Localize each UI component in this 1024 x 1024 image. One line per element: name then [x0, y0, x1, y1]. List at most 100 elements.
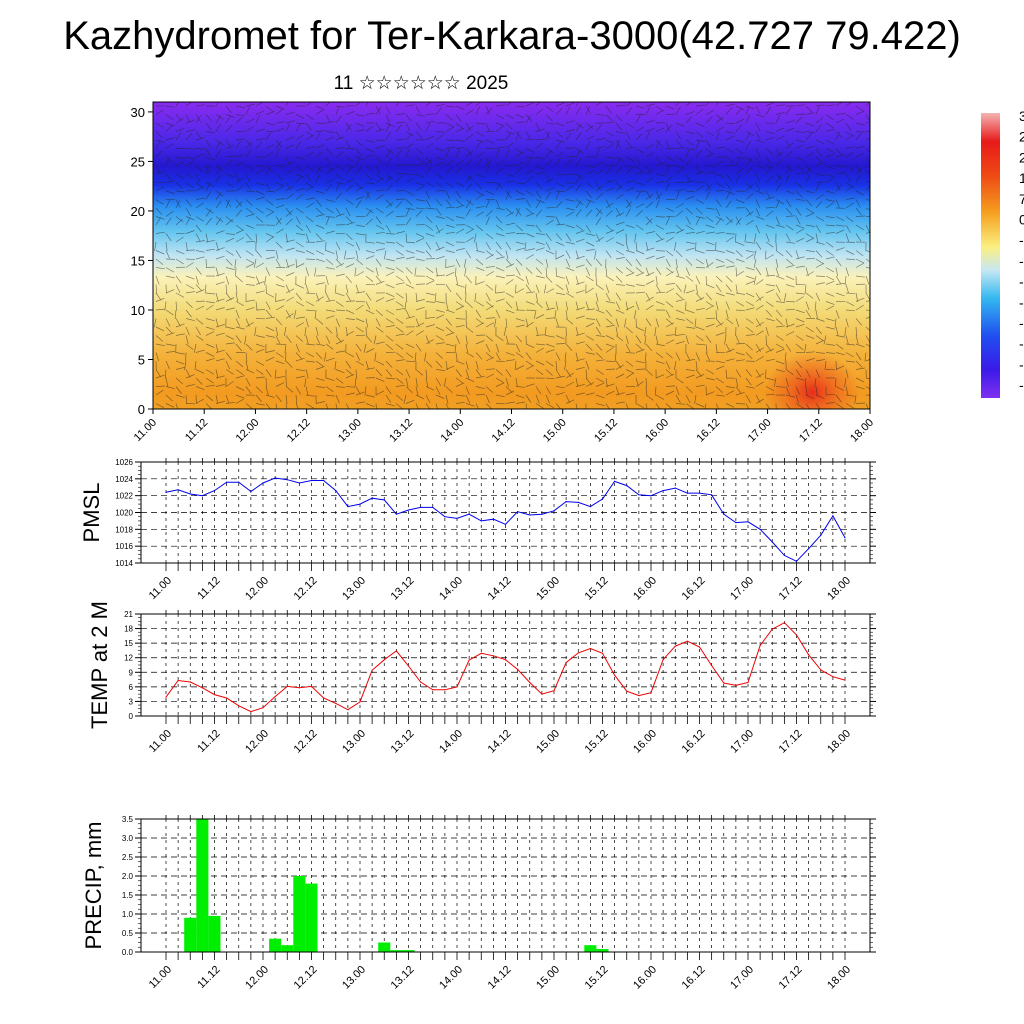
wind-barb — [325, 178, 335, 183]
wind-barb — [165, 326, 173, 334]
wind-barb — [305, 335, 309, 345]
wind-barb — [785, 308, 796, 311]
wind-barb — [495, 369, 504, 376]
data-point — [626, 690, 628, 692]
wind-barb — [555, 182, 565, 188]
wind-barb — [335, 182, 341, 192]
wind-barb — [595, 369, 604, 375]
data-point — [577, 501, 579, 503]
wind-barb — [665, 360, 671, 370]
wind-barb — [345, 318, 355, 320]
wind-barb — [805, 132, 813, 141]
wind-barb — [415, 330, 424, 336]
wind-barb — [285, 309, 291, 318]
wind-barb — [175, 292, 185, 298]
xtick-label: 17.00 — [728, 728, 756, 756]
wind-barb — [335, 241, 341, 251]
wind-barb — [795, 156, 805, 162]
wind-barb — [185, 173, 195, 179]
wind-barb — [624, 318, 627, 328]
ytick-label: 2.5 — [122, 853, 134, 862]
wind-barb — [725, 156, 734, 163]
data-point — [444, 689, 446, 691]
wind-barb — [554, 309, 557, 319]
wind-barb — [775, 284, 781, 293]
wind-barb — [345, 373, 355, 379]
wind-barb — [715, 146, 725, 149]
wind-barb — [725, 284, 732, 292]
wind-barb — [225, 139, 231, 148]
wind-barb — [795, 144, 805, 149]
wind-barb — [655, 199, 660, 209]
wind-barb — [605, 267, 608, 277]
data-point — [529, 681, 531, 684]
wind-barb — [535, 102, 541, 107]
wind-barb — [345, 241, 355, 247]
wind-barb — [535, 247, 545, 251]
wind-barb — [195, 186, 204, 192]
wind-barb — [805, 335, 815, 339]
wind-barb — [615, 292, 622, 301]
wind-barb — [375, 280, 385, 285]
wind-barb — [235, 326, 245, 330]
wind-barb — [535, 142, 544, 149]
wind-barb — [565, 258, 571, 268]
wind-barb — [335, 207, 342, 216]
wind-barb — [365, 207, 374, 214]
wind-barb — [545, 288, 555, 294]
wind-barb — [785, 394, 795, 398]
wind-barb — [305, 202, 314, 209]
data-point — [795, 560, 798, 562]
wind-barb — [405, 309, 411, 319]
wind-barb — [425, 339, 434, 345]
wind-barb — [465, 134, 474, 141]
wind-barb — [195, 275, 199, 285]
wind-barb — [325, 299, 335, 302]
wind-barb — [665, 139, 670, 149]
wind-barb — [815, 216, 825, 222]
wind-barb — [315, 377, 325, 381]
wind-barb — [654, 326, 657, 336]
wind-barb — [375, 360, 385, 366]
wind-barb — [335, 292, 345, 297]
wind-barb — [805, 257, 816, 260]
wind-barb — [535, 241, 545, 245]
wind-barb — [595, 343, 603, 351]
wind-barb — [825, 402, 835, 404]
wind-barb — [825, 128, 835, 132]
data-point — [844, 679, 846, 681]
wind-barb — [595, 185, 604, 192]
wind-barb — [575, 157, 582, 166]
wind-barb — [305, 318, 309, 328]
wind-barb — [345, 330, 355, 336]
wind-barb — [495, 233, 505, 237]
wind-barb — [245, 199, 253, 207]
wind-barb — [265, 369, 272, 378]
wind-barb — [325, 230, 335, 234]
wind-barb — [745, 140, 752, 149]
wind-barb — [195, 289, 205, 294]
wind-barb — [415, 122, 422, 131]
wind-barb — [405, 208, 410, 217]
wind-barb — [675, 298, 685, 302]
wind-barb — [595, 207, 603, 215]
wind-barb — [155, 275, 160, 285]
wind-barb — [625, 201, 633, 209]
wind-barb — [615, 105, 626, 107]
wind-barb — [465, 275, 472, 284]
wind-barb — [495, 352, 501, 361]
wind-barb — [305, 352, 314, 358]
wind-barb — [815, 124, 822, 132]
wind-barb — [685, 173, 691, 183]
wind-barb — [235, 105, 245, 109]
wind-barb — [675, 131, 682, 140]
wind-barb — [755, 241, 762, 250]
xtick-label: 17.12 — [777, 964, 805, 992]
wind-barb — [465, 173, 473, 181]
wind-barb — [625, 301, 629, 311]
wind-barb — [435, 326, 445, 332]
data-point — [262, 482, 264, 484]
wind-barb — [735, 157, 741, 166]
wind-barb — [515, 190, 525, 196]
wind-barb — [225, 159, 234, 166]
